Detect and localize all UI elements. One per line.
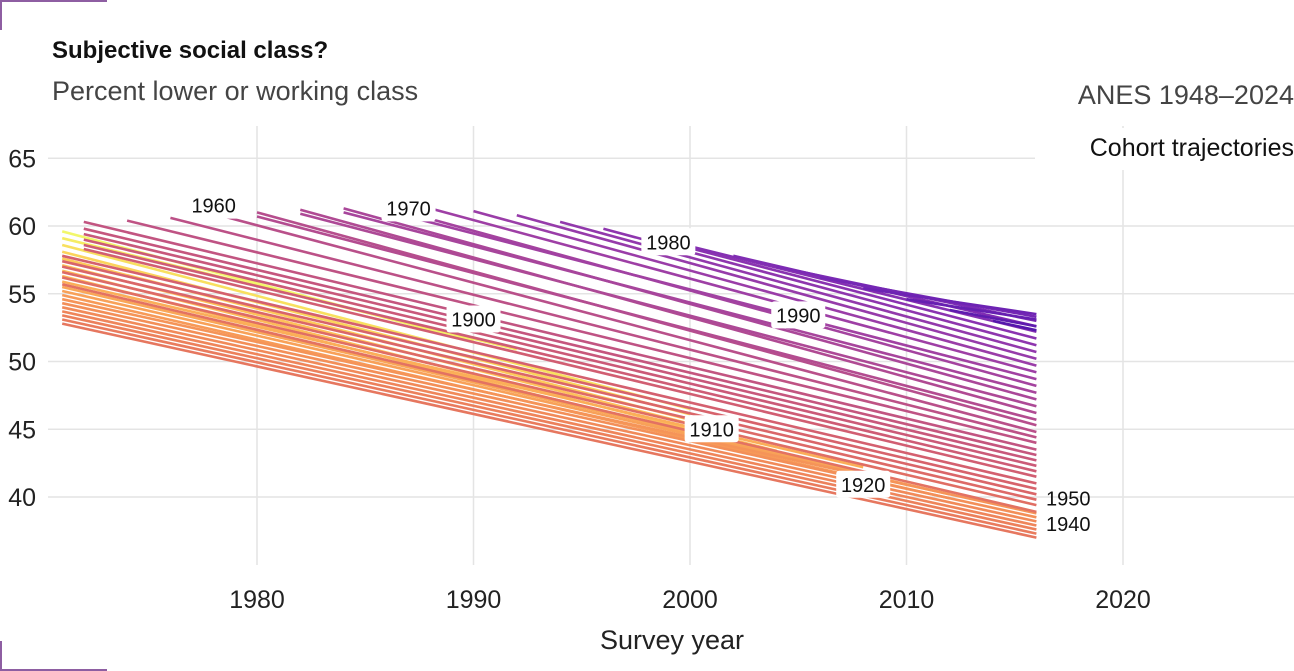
- x-tick-label: 2020: [1095, 586, 1151, 614]
- cohort-line-1934: [299, 208, 1037, 415]
- cohort-line-1923: [83, 247, 1037, 478]
- cohort-label-1990: 1990: [776, 305, 821, 327]
- cohort-line-1935: [299, 212, 1037, 408]
- corner-mark-top-left: [0, 0, 107, 30]
- cohort-line-1950: [863, 287, 1037, 316]
- cohort-line-1941: [473, 209, 1037, 367]
- annotation-background: [1035, 128, 1294, 170]
- source-label: ANES 1948–2024: [1077, 80, 1294, 110]
- cohort-label-bg: [684, 415, 739, 443]
- x-tick-label: 1980: [229, 586, 285, 614]
- cohort-line-1933: [256, 215, 1037, 422]
- cohort-line-1911: [61, 301, 1037, 519]
- cohort-line-1927: [83, 227, 1037, 457]
- cohort-label-1940: 1940: [1046, 514, 1091, 536]
- cohort-label-bg: [836, 470, 891, 498]
- x-tick-label: 1990: [446, 586, 502, 614]
- corner-mark-bottom-left: [0, 641, 107, 671]
- cohort-line-1943: [559, 220, 1037, 354]
- chart-subtitle: Percent lower or working class: [52, 76, 419, 106]
- cohort-label-bg: [771, 301, 826, 329]
- cohort-line-1921: [61, 259, 1037, 491]
- cohort-label-1910: 1910: [689, 419, 734, 441]
- cohort-line-1908: [61, 289, 951, 496]
- cohort-line-1936: [343, 207, 1037, 401]
- cohort-label-1960: 1960: [191, 196, 236, 218]
- cohort-line-1919: [61, 270, 1037, 501]
- cohort-line-1925: [83, 238, 1037, 468]
- cohort-line-1920: [61, 265, 1037, 496]
- y-tick-label: 50: [8, 349, 36, 377]
- cohort-line-1945: [646, 235, 1037, 340]
- cohort-line-1940: [429, 207, 1037, 374]
- cohort-line-1937: [343, 211, 1037, 394]
- cohort-label-1920: 1920: [841, 475, 886, 497]
- y-tick-label: 60: [8, 213, 36, 241]
- cohort-line-1900: [61, 243, 691, 411]
- y-axis-ticks: 40 45 50 55 60 65: [8, 145, 36, 512]
- cohort-line-1901: [61, 250, 691, 416]
- y-tick-label: 40: [8, 484, 36, 512]
- cohort-line-1938: [386, 205, 1037, 388]
- series-lines: [61, 205, 1037, 539]
- cohort-label-1970: 1970: [386, 198, 431, 220]
- cohort-line-1928: [83, 220, 1037, 451]
- cohort-label-bg: [381, 194, 436, 222]
- chart-title: Subjective social class?: [52, 37, 329, 64]
- annotation-label: Cohort trajectories: [1090, 134, 1294, 162]
- cohort-line-1922: [61, 254, 1037, 485]
- y-tick-label: 65: [8, 145, 36, 173]
- cohort-label-1900: 1900: [451, 309, 496, 331]
- cohort-line-1952: [949, 308, 1037, 328]
- cohort-line-1926: [83, 232, 1037, 462]
- cohort-labels: 1900 1910 1920 1940 1950 1960 1970 1980 1990: [186, 191, 1091, 536]
- cohort-label-bg: [446, 305, 501, 333]
- cohort-label-1950: 1950: [1046, 488, 1091, 510]
- cohort-line-1953: [992, 319, 1037, 332]
- cohort-line-1942: [516, 213, 1037, 361]
- cohort-line-1929: [126, 219, 1037, 445]
- cohort-line-1939: [386, 209, 1037, 381]
- cohort-line-1918: [61, 276, 1037, 507]
- cohort-line-1916: [61, 322, 1037, 539]
- cohort-line-1924: [83, 243, 1037, 473]
- cohort-label-1980: 1980: [646, 232, 691, 254]
- x-tick-label: 2000: [662, 586, 718, 614]
- cohort-label-bg: [641, 228, 696, 256]
- cohort-line-1931: [213, 212, 1037, 434]
- cohort-label-bg: [186, 191, 241, 219]
- y-tick-label: 55: [8, 281, 36, 309]
- cohort-line-1915: [61, 318, 1037, 535]
- y-tick-label: 45: [8, 416, 36, 444]
- cohort-line-1951: [906, 297, 1037, 321]
- x-axis-label: Survey year: [600, 625, 744, 655]
- x-tick-label: 2010: [879, 586, 935, 614]
- cohort-line-1930: [170, 216, 1037, 439]
- x-axis-ticks: 1980 1990 2000 2010 2020: [229, 586, 1151, 614]
